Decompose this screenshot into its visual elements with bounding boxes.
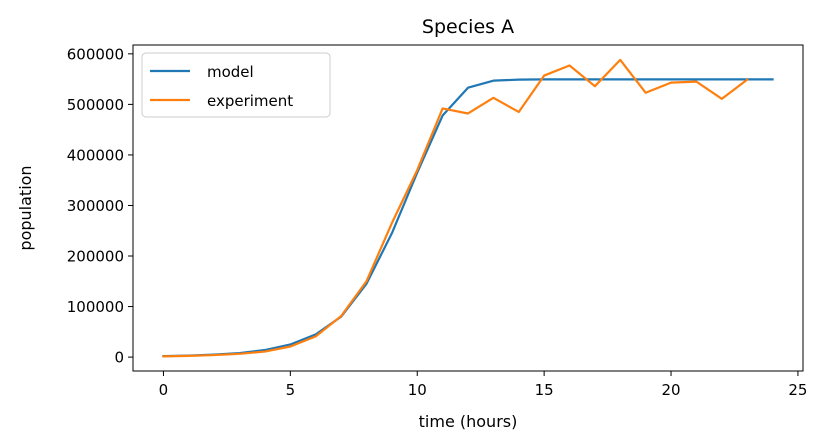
plot-area-frame [132,44,804,372]
series-line-model [162,78,774,358]
legend: model experiment [141,52,331,118]
y-tick-label: 600000 [67,45,124,63]
series-line-experiment [162,58,749,358]
series-layer [162,58,774,358]
y-axis: 0 100000 200000 300000 400000 500000 600000 [67,45,133,367]
y-tick-label: 500000 [67,96,124,114]
chart-title: Species A [422,16,514,38]
y-axis-label: population [16,165,35,250]
y-tick-label: 100000 [67,298,124,316]
x-tick-label: 25 [788,381,807,399]
x-tick-label: 10 [408,381,427,399]
x-axis: 0 5 10 15 20 25 [159,371,807,399]
y-tick-label: 200000 [67,248,124,266]
y-tick-label: 0 [114,349,124,367]
y-tick-label: 300000 [67,197,124,215]
y-tick-label: 400000 [67,146,124,164]
x-axis-label: time (hours) [419,412,518,431]
x-tick-label: 0 [159,381,169,399]
legend-label-experiment: experiment [207,92,293,110]
legend-label-model: model [207,63,254,81]
x-tick-label: 15 [535,381,554,399]
x-tick-label: 5 [286,381,296,399]
x-tick-label: 20 [661,381,680,399]
